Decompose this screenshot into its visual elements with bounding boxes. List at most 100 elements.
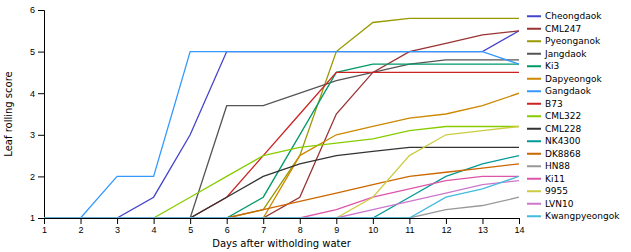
tick: 6 [225, 218, 230, 235]
legend-item: CML322 [527, 111, 581, 121]
tick-label: 9 [334, 225, 339, 235]
legend-item: NK4300 [527, 136, 581, 146]
tick-mark [300, 218, 301, 224]
tick: 2 [30, 172, 44, 182]
legend-label: CML228 [545, 124, 582, 134]
tick: 6 [30, 5, 44, 15]
legend-label: CML322 [545, 111, 581, 121]
legend-item: 9955 [527, 186, 568, 196]
series-line [44, 147, 519, 218]
legend-swatch [527, 15, 541, 17]
axis-line [38, 11, 45, 219]
series-line [44, 93, 519, 218]
legend-label: B73 [545, 99, 563, 109]
tick: 5 [30, 47, 44, 57]
tick: 9 [334, 218, 339, 235]
legend-item: Kwangpyeongok [527, 211, 620, 221]
tick-label: 12 [441, 225, 451, 235]
legend-item: CML228 [527, 124, 582, 134]
series-line [44, 31, 519, 218]
tick-label: 10 [368, 225, 378, 235]
legend-label: CML247 [545, 24, 581, 34]
legend-item: HN88 [527, 161, 570, 171]
legend-swatch [527, 153, 541, 155]
tick: 3 [115, 218, 120, 235]
tick: 11 [405, 218, 414, 235]
tick-mark [227, 218, 228, 224]
legend-swatch [527, 53, 541, 55]
legend-item: B73 [527, 99, 563, 109]
series-line [44, 126, 519, 218]
tick-label: 14 [514, 225, 524, 235]
series-line [44, 181, 519, 218]
tick-mark [38, 135, 44, 136]
legend-label: Jangdaok [544, 49, 587, 59]
legend-label: LVN10 [545, 199, 574, 209]
legend-swatch [527, 40, 541, 42]
y-axis: 1 2 3 4 5 6 [30, 5, 45, 223]
tick: 8 [298, 218, 303, 235]
series-line [44, 52, 519, 218]
tick-label: 3 [115, 225, 120, 235]
tick-label: 11 [405, 225, 414, 235]
legend-swatch [527, 140, 541, 142]
tick-mark [190, 218, 191, 224]
legend-label: Dapyeongok [545, 74, 602, 84]
tick-label: 4 [30, 89, 35, 99]
legend-swatch [527, 128, 541, 130]
tick-mark [446, 218, 447, 224]
tick: 1 [30, 213, 44, 223]
legend: Cheongdaok CML247 Pyeonganok Jangdaok Ki3 Dap… [527, 11, 620, 221]
series-line [44, 176, 519, 218]
legend-label: HN88 [545, 161, 570, 171]
plot: 1234567891011121314123456 [30, 5, 525, 235]
legend-item: Ki11 [527, 174, 565, 184]
legend-label: Cheongdaok [545, 11, 602, 21]
tick-label: 3 [30, 130, 35, 140]
legend-swatch [527, 65, 541, 67]
legend-swatch [527, 165, 541, 167]
legend-item: Dapyeongok [527, 74, 602, 84]
tick-mark [373, 218, 374, 224]
tick: 3 [30, 130, 44, 140]
tick-label: 5 [188, 225, 193, 235]
legend-item: Pyeonganok [527, 36, 601, 46]
tick-mark [154, 218, 155, 224]
series-line [44, 197, 519, 218]
tick-mark [409, 218, 410, 224]
legend-item: LVN10 [527, 199, 574, 209]
legend-swatch [527, 28, 541, 30]
legend-item: Cheongdaok [527, 11, 602, 21]
tick-mark [38, 93, 44, 94]
tick: 4 [152, 218, 157, 235]
x-axis-title: Days after witholding water [212, 238, 351, 249]
tick: 5 [188, 218, 193, 235]
tick: 10 [368, 218, 378, 235]
legend-label: Pyeonganok [545, 36, 601, 46]
y-axis-title: Leaf rolling score [3, 71, 14, 156]
tick: 1 [42, 218, 47, 235]
tick-mark [81, 218, 82, 224]
tick-mark [38, 218, 44, 219]
series-line [44, 176, 519, 218]
legend-swatch [527, 115, 541, 117]
tick-label: 6 [30, 5, 35, 15]
tick: 7 [261, 218, 266, 235]
tick-mark [519, 218, 520, 224]
legend-label: Ki11 [545, 174, 565, 184]
tick-mark [38, 10, 44, 11]
series-line [44, 18, 519, 218]
series-line [44, 31, 519, 218]
tick: 13 [478, 218, 488, 235]
tick-mark [38, 52, 44, 53]
tick-label: 1 [30, 213, 35, 223]
legend-item: Jangdaok [527, 49, 587, 59]
legend-label: Ki3 [545, 61, 559, 71]
series-line [44, 60, 519, 218]
legend-swatch [527, 90, 541, 92]
legend-swatch [527, 178, 541, 180]
legend-swatch [527, 78, 541, 80]
legend-swatch [527, 215, 541, 217]
legend-swatch [527, 190, 541, 192]
lines [44, 18, 519, 218]
